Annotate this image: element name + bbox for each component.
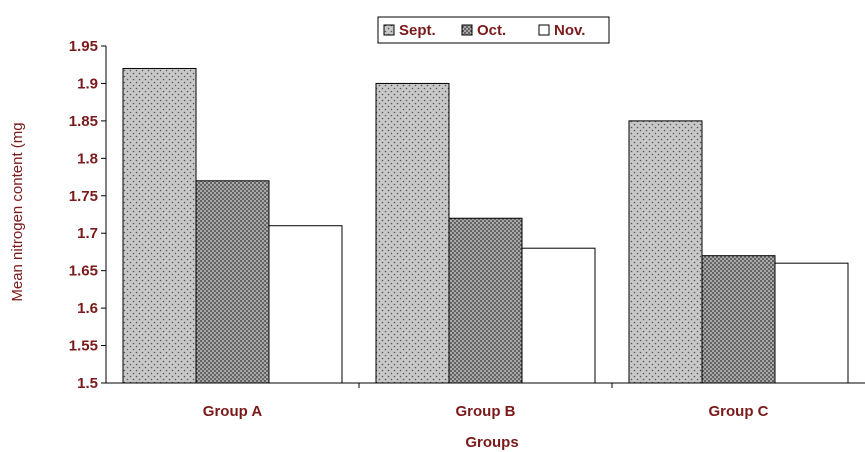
y-tick-label: 1.6: [77, 300, 98, 317]
bar-oct-group-a: [195, 180, 270, 384]
bar-nov-group-c: [774, 262, 849, 384]
legend-entry: Oct.: [477, 22, 506, 39]
bar-sept-group-b: [375, 82, 450, 384]
legend: Sept. Oct. Nov.: [377, 16, 610, 44]
y-tick-label: 1.9: [77, 75, 98, 92]
y-tick-label: 1.65: [69, 263, 98, 280]
bar-oct-group-c: [701, 255, 776, 384]
y-tick-label: 1.75: [69, 188, 98, 205]
bar-nov-group-b: [521, 247, 596, 384]
x-category-label: Group A: [203, 403, 263, 420]
x-category-label: Group B: [456, 403, 516, 420]
x-axis-title: Groups: [465, 434, 518, 451]
plot-area: 1.5 1.55 1.6 1.65 1.7 1.75 1.8 1.85 1.9 1.95 Group…: [69, 38, 865, 420]
legend-swatch: [383, 24, 395, 36]
bar-nov-group-a: [268, 225, 343, 384]
bar-sept-group-c: [628, 120, 703, 384]
bar-oct-group-b: [448, 217, 523, 384]
y-tick-label: 1.55: [69, 338, 98, 355]
legend-swatch: [538, 24, 550, 36]
y-tick-label: 1.5: [77, 375, 98, 392]
y-tick-label: 1.95: [69, 38, 98, 55]
y-tick-label: 1.7: [77, 225, 98, 242]
y-tick-label: 1.8: [77, 150, 98, 167]
x-category-label: Group C: [709, 403, 769, 420]
y-axis-title: Mean nitrogen content (mg: [9, 122, 26, 301]
y-tick-label: 1.85: [69, 113, 98, 130]
legend-box: [377, 16, 610, 44]
legend-entry: Nov.: [554, 22, 585, 39]
bar-sept-group-a: [122, 67, 197, 384]
legend-entry: Sept.: [399, 22, 436, 39]
legend-swatch: [461, 24, 473, 36]
